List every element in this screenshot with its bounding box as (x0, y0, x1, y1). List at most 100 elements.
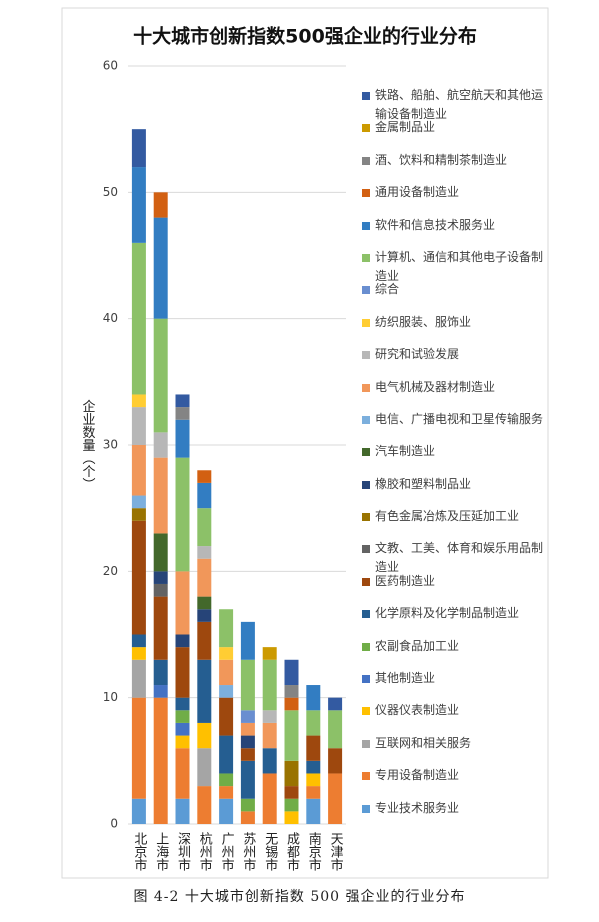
bar-segment (175, 722, 190, 736)
legend-label: 化学原料及化学制品制造业 (375, 606, 520, 621)
chart-title: 十大城市创新指数500强企业的行业分布 (133, 25, 477, 48)
bar-segment (328, 710, 343, 749)
legend-label: 计算机、通信和其他电子设备制造业 (375, 249, 544, 283)
legend-label: 橡胶和塑料制品业 (375, 476, 472, 491)
legend-label: 互联网和相关服务 (375, 735, 472, 750)
bar-segment (131, 520, 146, 635)
bar-segment (175, 798, 190, 824)
x-tick-label: 天津市 (328, 832, 344, 871)
legend-item: 医药制造业 (362, 572, 547, 604)
legend-item: 文教、工美、体育和娱乐用品制造业 (362, 539, 547, 575)
legend-swatch (362, 253, 370, 262)
bar-segment (284, 685, 299, 698)
legend-swatch (362, 804, 370, 813)
bar-segment (219, 773, 234, 787)
legend-item: 农副食品加工业 (362, 637, 547, 669)
bar-segment (262, 773, 277, 824)
y-tick-label: 10 (103, 690, 118, 704)
bar-segment (197, 748, 212, 787)
legend-swatch (362, 221, 370, 230)
bar-segment (240, 621, 255, 660)
bar-segment (153, 318, 168, 433)
legend-item: 通用设备制造业 (362, 183, 547, 215)
legend-label: 有色金属冶炼及压延加工业 (375, 509, 520, 524)
bar-segment (131, 242, 146, 395)
bar-segment (175, 647, 190, 698)
bar-segment (197, 621, 212, 660)
y-tick-label: 40 (103, 311, 118, 325)
y-tick-label: 60 (103, 59, 118, 73)
legend-swatch (362, 513, 370, 522)
legend-swatch (362, 480, 370, 489)
legend-label: 农副食品加工业 (375, 638, 460, 653)
x-tick-label: 上海市 (153, 832, 169, 871)
x-tick-label: 成都市 (284, 832, 300, 871)
y-axis-label: 企业数量（个） (80, 399, 96, 491)
legend-label: 医药制造业 (375, 573, 436, 588)
legend-item: 橡胶和塑料制品业 (362, 475, 547, 507)
legend-label: 电信、广播电视和卫星传输服务 (375, 411, 544, 426)
bar-segment (262, 710, 277, 723)
bar-segment (328, 748, 343, 774)
x-tick-label: 南京市 (306, 831, 322, 871)
bar-segment (240, 748, 255, 761)
bar-segment (131, 445, 146, 496)
bar-segment (306, 760, 321, 774)
legend-label: 软件和信息技术服务业 (375, 217, 496, 232)
legend-item: 汽车制造业 (362, 442, 547, 474)
bar-segment (262, 659, 277, 711)
bar-segment (175, 634, 190, 648)
legend-label: 仪器仪表制造业 (375, 703, 460, 718)
legend-swatch (362, 642, 370, 651)
bar-segment (219, 609, 234, 648)
bar-segment (197, 470, 212, 483)
bar-segment (306, 710, 321, 736)
legend-label: 电气机械及器材制造业 (375, 379, 496, 394)
bar-segment (153, 571, 168, 584)
legend-item: 电信、广播电视和卫星传输服务 (362, 410, 547, 442)
bar-segment (284, 760, 299, 787)
bar-segment (131, 495, 146, 509)
bar-segment (219, 647, 234, 660)
chart: 十大城市创新指数500强企业的行业分布 企业数量（个） 0 10 20 30 40 50 6… (61, 7, 549, 879)
bar-segment (131, 798, 146, 824)
bar-segment (175, 571, 190, 635)
legend-label: 专用设备制造业 (375, 768, 460, 783)
legend-swatch (362, 92, 370, 100)
legend-item: 研究和试验发展 (362, 345, 547, 377)
y-tick-label: 0 (110, 817, 118, 831)
bar-segment (153, 217, 168, 319)
bar-segment (306, 798, 321, 824)
legend-item: 仪器仪表制造业 (362, 701, 547, 733)
caption: 图 4-2 十大城市创新指数 500 强企业的行业分布 (133, 889, 466, 905)
legend-label: 金属制品业 (375, 120, 436, 135)
bar-segment (153, 596, 168, 660)
bar-segment (175, 748, 190, 799)
legend-swatch (362, 124, 370, 133)
bar-segment (175, 735, 190, 749)
y-tick-label: 20 (103, 564, 118, 578)
legend-swatch (362, 610, 370, 619)
bar-segment (197, 722, 212, 749)
bar-segment (240, 811, 255, 824)
bar-segment (175, 419, 190, 458)
bar-segment (131, 129, 146, 168)
legend-item: 专业技术服务业 (362, 799, 547, 831)
bar-segment (131, 167, 146, 243)
bar-segment (175, 710, 190, 723)
legend-label: 文教、工美、体育和娱乐用品制造业 (375, 541, 544, 575)
legend-swatch (362, 707, 370, 716)
bar-segment (328, 773, 343, 824)
legend-swatch (362, 545, 370, 554)
bar-segment (175, 457, 190, 572)
x-tick-label: 北京市 (131, 832, 147, 871)
legend-item: 酒、饮料和精制茶制造业 (362, 151, 547, 183)
bar-segment (306, 786, 321, 799)
legend-swatch (362, 448, 370, 457)
bar-segment (219, 659, 234, 686)
bar-segment (240, 760, 255, 799)
bar-segment (240, 659, 255, 711)
legend-label: 酒、饮料和精制茶制造业 (375, 152, 508, 167)
y-tick-label: 50 (103, 185, 118, 199)
legend-label: 铁路、船舶、航空航天和其他运输设备制造业 (375, 88, 544, 121)
